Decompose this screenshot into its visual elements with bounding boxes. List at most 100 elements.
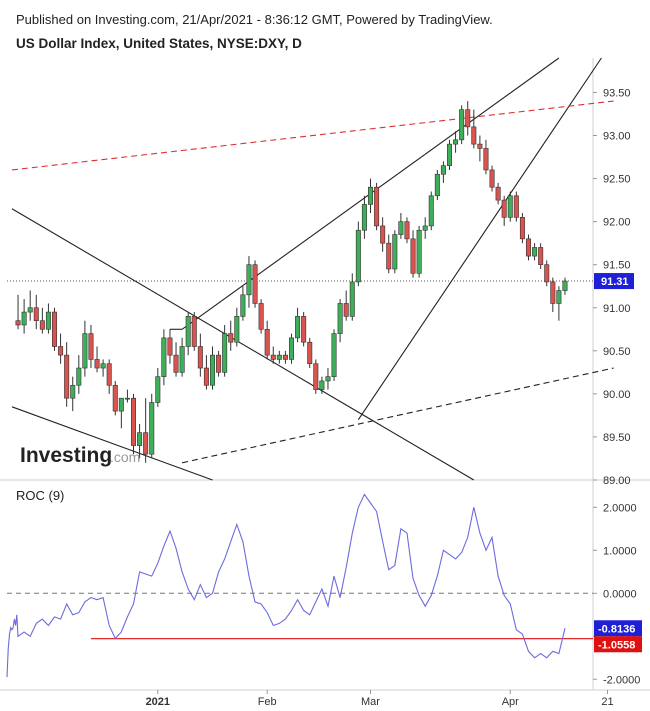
candle-body [428,195,434,227]
candle [118,397,124,429]
candle [252,260,258,308]
roc-last-badge [594,620,642,637]
candle [367,178,373,214]
price-tick-label: 93.50 [603,87,631,99]
candle-body [191,316,197,347]
candle-body [319,380,325,390]
candle-body [410,238,416,274]
candle [161,329,167,386]
candle [501,195,507,226]
candle [525,234,531,261]
candle-body [519,217,525,240]
candle [45,303,51,334]
candle [88,324,94,369]
candle [428,191,434,231]
candle-body [88,333,94,360]
candle [422,217,428,239]
candle-body [398,221,404,235]
candle [137,424,143,459]
candle [21,299,27,334]
candle [301,312,307,347]
candle [337,299,343,343]
published-note: Published on Investing.com, 21/Apr/2021 … [16,12,493,27]
candle-body [477,143,483,149]
roc-tick-label: 0.0000 [603,588,637,600]
candle [191,312,197,351]
candle-body [222,333,228,373]
candle [453,131,459,153]
price-tick-label: 92.50 [603,174,631,186]
candle [355,221,361,287]
roc-line [6,493,566,678]
candle [258,299,264,334]
price-tick-label: 91.50 [603,260,631,272]
candle [276,350,282,364]
candle-body [173,354,179,373]
candle-body [434,173,440,197]
time-tick-label: Feb [258,696,277,708]
candle-body [325,376,331,382]
candle [434,169,440,201]
candle-body [33,307,39,321]
candle-body [252,264,258,304]
candle [446,139,452,170]
last-price-label: 91.31 [601,276,629,288]
candle [210,346,216,390]
candle [404,217,410,244]
candle-body [106,363,112,386]
candle-body [355,229,361,283]
candle-body [131,397,137,446]
candle-body [440,165,446,175]
candle [483,139,489,175]
last-price-badge [594,273,634,290]
candle [76,355,82,394]
candle [410,230,416,278]
candle [361,195,367,239]
candle-body [501,199,507,218]
candle [544,260,550,287]
candle [288,333,294,364]
candle [100,359,106,377]
candle [51,307,57,351]
candle-body [337,303,343,334]
logo-suffix: .com [110,449,140,465]
candle-body [51,311,57,347]
candle [519,213,525,244]
candle [489,165,495,192]
candle [70,376,76,412]
candle-body [58,346,64,356]
candle [507,191,513,222]
candle [349,273,355,321]
candle [392,230,398,274]
candle-body [295,316,301,339]
candle [131,393,137,455]
falling-line [11,208,475,481]
candle-body [27,307,33,313]
roc-tick-label: -2.0000 [603,674,640,686]
candle-body [197,346,203,369]
candle [185,312,191,356]
resistance-line [11,100,614,171]
candle-body [331,333,337,377]
candle-body [161,337,167,377]
candle-body [550,281,556,304]
candle-body [100,363,106,369]
candle [471,109,477,149]
candle [459,105,465,145]
candle-body [483,148,489,171]
candle [295,307,301,343]
candle-body [39,320,45,330]
candle-body [179,346,185,373]
price-tick-label: 89.50 [603,432,631,444]
roc-title: ROC (9) [16,488,64,503]
chart-title: US Dollar Index, United States, NYSE:DXY… [16,36,302,51]
candle-body [228,333,234,343]
candle [15,294,21,330]
candle [216,350,222,377]
roc-tick-label: 1.0000 [603,545,637,557]
candle-body [307,341,313,365]
candle-body [258,303,264,330]
candle-body [216,354,222,373]
logo-main: Investing [20,444,112,467]
